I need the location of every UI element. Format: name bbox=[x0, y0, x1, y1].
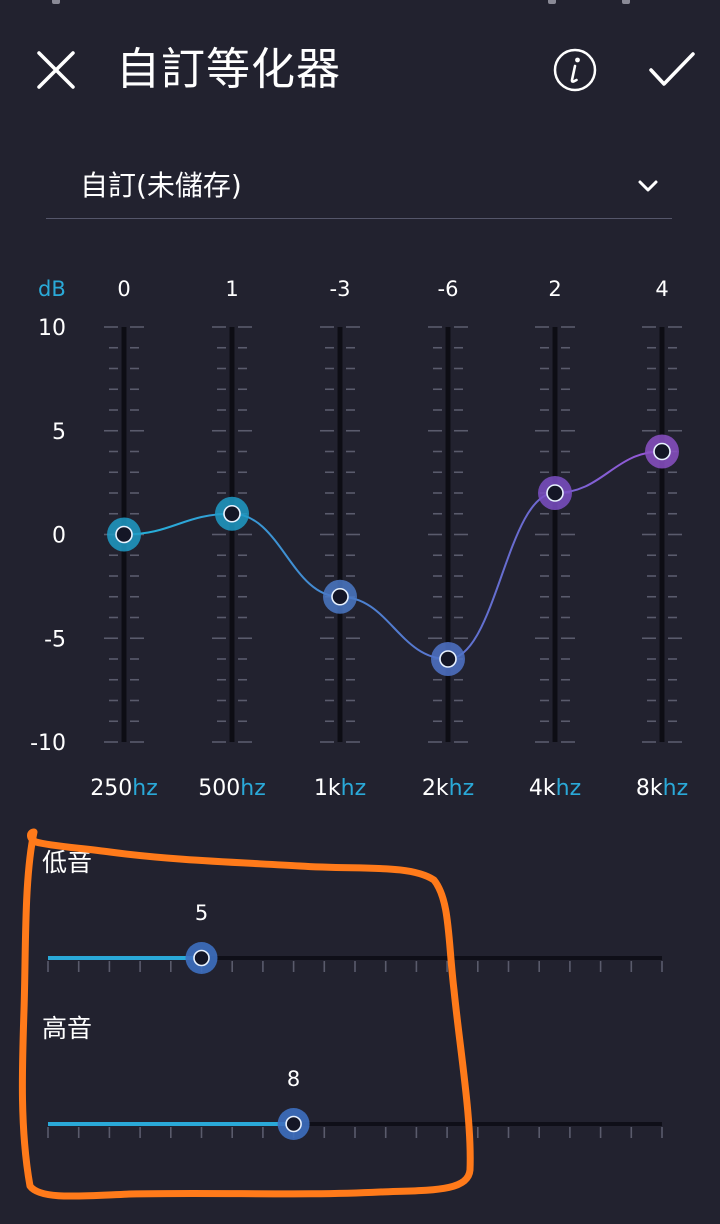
frequency-number: 2k bbox=[422, 776, 449, 801]
band-knob[interactable] bbox=[323, 579, 357, 614]
slider-thumb[interactable] bbox=[277, 1108, 310, 1140]
band-value-label: 1 bbox=[225, 277, 238, 301]
band-frequency-label: 500hz bbox=[198, 776, 266, 801]
band-frequency-label: 1khz bbox=[314, 776, 366, 801]
scale-label: -5 bbox=[44, 627, 66, 652]
check-icon bbox=[649, 52, 695, 86]
band-value-label: 4 bbox=[655, 277, 668, 301]
thumb-center bbox=[193, 949, 210, 967]
band-knob[interactable] bbox=[107, 517, 141, 552]
frequency-number: 8k bbox=[636, 776, 663, 801]
scale-label: 5 bbox=[52, 420, 66, 445]
chevron-down-icon bbox=[638, 180, 658, 192]
status-bar bbox=[0, 0, 720, 6]
bass-value: 5 bbox=[194, 901, 209, 925]
band-ticks bbox=[642, 326, 682, 743]
band-frequency-label: 250hz bbox=[90, 776, 158, 801]
thumb-center bbox=[285, 1115, 302, 1133]
band-ticks bbox=[535, 326, 575, 743]
frequency-number: 250 bbox=[90, 776, 132, 801]
band-frequency-label: 2khz bbox=[422, 776, 474, 801]
band-frequency-label: 4khz bbox=[529, 776, 581, 801]
band-value-label: 0 bbox=[117, 277, 130, 301]
band-ticks bbox=[212, 326, 252, 743]
frequency-unit: hz bbox=[132, 776, 158, 801]
band-value-label: -6 bbox=[438, 277, 459, 301]
band-frequency-label: 8khz bbox=[636, 776, 688, 801]
close-icon bbox=[37, 51, 75, 89]
knob-center bbox=[546, 484, 564, 502]
band-knob[interactable] bbox=[215, 496, 249, 531]
frequency-unit: hz bbox=[556, 776, 582, 801]
preset-selected-value: 自訂(未儲存) bbox=[80, 169, 242, 202]
knob-center bbox=[439, 650, 457, 668]
info-icon bbox=[553, 48, 597, 92]
band-knob[interactable] bbox=[538, 476, 572, 510]
info-button[interactable] bbox=[552, 47, 598, 93]
knob-center bbox=[331, 587, 349, 606]
frequency-unit: hz bbox=[240, 776, 266, 801]
frequency-unit: hz bbox=[341, 776, 367, 801]
scale-label: -10 bbox=[30, 731, 66, 756]
band-ticks bbox=[428, 326, 468, 743]
treble-label: 高音 bbox=[42, 1014, 93, 1043]
bass-label: 低音 bbox=[42, 848, 93, 877]
preset-dropdown[interactable]: 自訂(未儲存) bbox=[46, 152, 672, 219]
frequency-number: 1k bbox=[314, 776, 341, 801]
eq-curve bbox=[123, 450, 663, 661]
page-title: 自訂等化器 bbox=[116, 44, 341, 95]
bass-slider[interactable] bbox=[40, 938, 670, 978]
knob-center bbox=[223, 504, 241, 523]
confirm-button[interactable] bbox=[646, 48, 698, 92]
frequency-unit: hz bbox=[449, 776, 475, 801]
band-knob[interactable] bbox=[645, 434, 679, 469]
frequency-number: 4k bbox=[529, 776, 556, 801]
frequency-unit: hz bbox=[663, 776, 689, 801]
knob-center bbox=[653, 442, 671, 461]
band-value-label: -3 bbox=[330, 277, 351, 301]
band-knob[interactable] bbox=[431, 642, 465, 676]
treble-value: 8 bbox=[286, 1067, 301, 1091]
treble-slider[interactable] bbox=[40, 1104, 670, 1144]
scale-label: 0 bbox=[52, 524, 66, 549]
band-value-label: 2 bbox=[548, 277, 561, 301]
frequency-number: 500 bbox=[198, 776, 240, 801]
close-button[interactable] bbox=[34, 48, 78, 92]
knob-center bbox=[115, 525, 133, 544]
scale-label: 10 bbox=[38, 316, 66, 341]
band-ticks bbox=[320, 326, 360, 743]
db-unit-label: dB bbox=[38, 277, 66, 301]
slider-thumb[interactable] bbox=[185, 942, 218, 974]
